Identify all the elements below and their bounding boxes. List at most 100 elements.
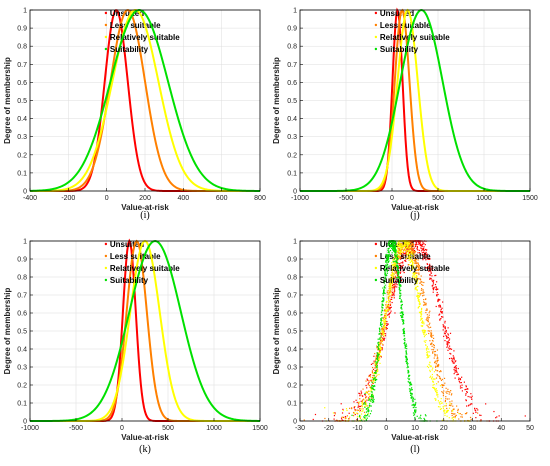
- data-point: [363, 411, 366, 413]
- data-point: [393, 249, 395, 251]
- data-point: [380, 356, 382, 358]
- data-point: [420, 280, 422, 283]
- data-point: [388, 247, 390, 249]
- data-point: [371, 372, 374, 374]
- data-point: [448, 393, 450, 395]
- data-point: [439, 319, 441, 321]
- data-point: [422, 259, 424, 261]
- data-point: [356, 418, 358, 421]
- data-point: [407, 254, 409, 256]
- data-point: [403, 332, 406, 335]
- data-point: [420, 308, 423, 311]
- data-point: [383, 319, 386, 321]
- y-tick-label: 0.3: [287, 365, 297, 372]
- data-point: [396, 266, 398, 268]
- data-point: [457, 409, 459, 412]
- data-point: [363, 402, 365, 404]
- data-point: [391, 272, 393, 275]
- data-point: [425, 309, 427, 311]
- data-point: [410, 247, 412, 249]
- data-point: [425, 253, 427, 255]
- data-point: [371, 388, 373, 391]
- data-point: [312, 418, 314, 421]
- data-point: [408, 252, 411, 254]
- data-point: [397, 243, 399, 245]
- data-point: [356, 412, 358, 414]
- data-point: [396, 286, 398, 288]
- data-point: [409, 383, 411, 385]
- data-point: [392, 268, 394, 271]
- data-point: [348, 419, 350, 421]
- data-point: [426, 266, 429, 269]
- data-point: [457, 367, 459, 370]
- legend-marker: [374, 47, 378, 51]
- data-point: [447, 336, 450, 339]
- data-point: [495, 417, 497, 419]
- data-point: [435, 399, 437, 401]
- data-point: [441, 383, 443, 386]
- data-point: [419, 303, 421, 306]
- data-point: [445, 403, 448, 405]
- data-point: [413, 250, 415, 252]
- panel-label: (l): [410, 444, 419, 455]
- data-point: [442, 394, 445, 397]
- data-point: [423, 252, 426, 254]
- data-point: [407, 252, 409, 254]
- data-point: [465, 399, 467, 401]
- data-point: [397, 241, 399, 244]
- data-point: [407, 371, 409, 373]
- data-point: [382, 329, 384, 332]
- x-tick-label: 0: [384, 425, 388, 432]
- data-point: [395, 253, 397, 255]
- data-point: [420, 315, 422, 318]
- y-tick-label: 0.5: [17, 98, 27, 105]
- data-point: [446, 415, 448, 417]
- data-point: [404, 344, 406, 347]
- data-point: [384, 333, 387, 335]
- data-point: [359, 398, 361, 400]
- data-point: [354, 409, 356, 411]
- data-point: [404, 249, 406, 251]
- data-point: [384, 269, 386, 271]
- y-tick-label: 0.3: [17, 134, 27, 141]
- data-point: [459, 385, 462, 387]
- data-point: [413, 267, 415, 269]
- data-point: [441, 402, 443, 404]
- data-point: [380, 342, 382, 344]
- data-point: [396, 258, 399, 260]
- data-point: [458, 378, 460, 381]
- data-point: [432, 386, 434, 389]
- data-point: [457, 373, 460, 375]
- data-point: [387, 260, 389, 263]
- data-point: [376, 355, 379, 357]
- data-point: [446, 392, 448, 394]
- data-point: [399, 243, 401, 246]
- data-point: [397, 248, 399, 250]
- data-point: [443, 377, 446, 380]
- data-point: [406, 242, 408, 244]
- data-point: [395, 255, 397, 257]
- data-point: [406, 243, 408, 246]
- data-point: [453, 369, 455, 371]
- data-point: [383, 333, 385, 336]
- data-point: [421, 253, 424, 256]
- data-point: [428, 363, 430, 366]
- data-point: [384, 286, 386, 288]
- data-point: [403, 253, 405, 255]
- data-point: [453, 362, 455, 364]
- data-point: [405, 351, 407, 353]
- data-point: [379, 347, 381, 349]
- data-point: [399, 252, 401, 254]
- data-point: [386, 266, 389, 268]
- data-point: [374, 385, 376, 387]
- data-point: [400, 304, 402, 306]
- data-point: [393, 264, 395, 266]
- data-point: [394, 241, 397, 243]
- data-point: [455, 370, 458, 372]
- data-point: [415, 411, 417, 413]
- data-point: [400, 265, 402, 267]
- data-point: [393, 259, 395, 261]
- data-point: [382, 332, 385, 334]
- data-point: [423, 329, 426, 331]
- data-point: [436, 356, 439, 358]
